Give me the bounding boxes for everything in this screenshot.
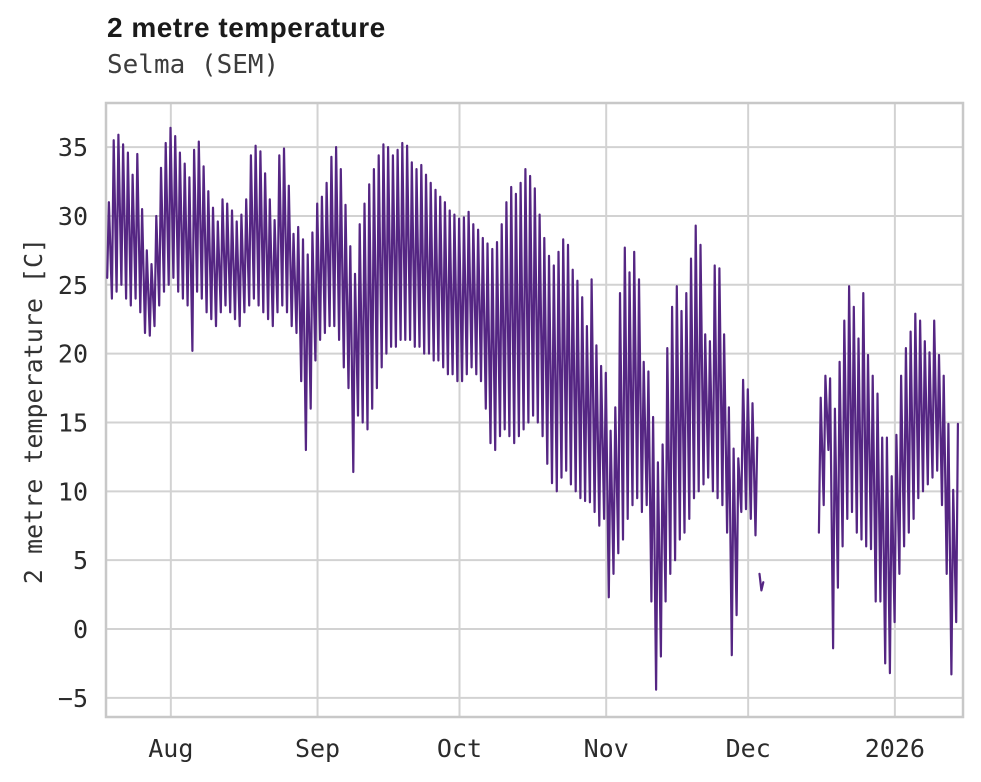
y-tick-label: 5 bbox=[73, 546, 88, 575]
temperature-line-jul18-dec2 bbox=[106, 126, 759, 691]
plot-frame bbox=[104, 101, 965, 719]
chart-title: 2 metre temperature bbox=[107, 12, 386, 43]
temperature-line-dec16-jan14 bbox=[817, 285, 959, 676]
y-tick-label: 35 bbox=[58, 133, 88, 162]
y-axis-label: 2 metre temperature [C] bbox=[19, 237, 48, 585]
x-tick-label: Dec bbox=[726, 734, 771, 763]
y-tick-label: 10 bbox=[58, 477, 88, 506]
x-tick-label: Nov bbox=[584, 734, 629, 763]
y-tick-label: −5 bbox=[58, 684, 88, 713]
y-tick-label: 20 bbox=[58, 340, 88, 369]
y-tick-label: 15 bbox=[58, 408, 88, 437]
x-tick-label: Aug bbox=[148, 734, 193, 763]
x-tick-label: Oct bbox=[437, 734, 482, 763]
x-tick-label: 2026 bbox=[865, 734, 925, 763]
x-tick-label: Sep bbox=[295, 734, 340, 763]
y-tick-label: 0 bbox=[73, 615, 88, 644]
temperature-line-dec3-fragment bbox=[758, 572, 765, 592]
y-tick-label: 30 bbox=[58, 202, 88, 231]
chart-subtitle: Selma (SEM) bbox=[107, 50, 280, 80]
y-tick-label: 25 bbox=[58, 271, 88, 300]
